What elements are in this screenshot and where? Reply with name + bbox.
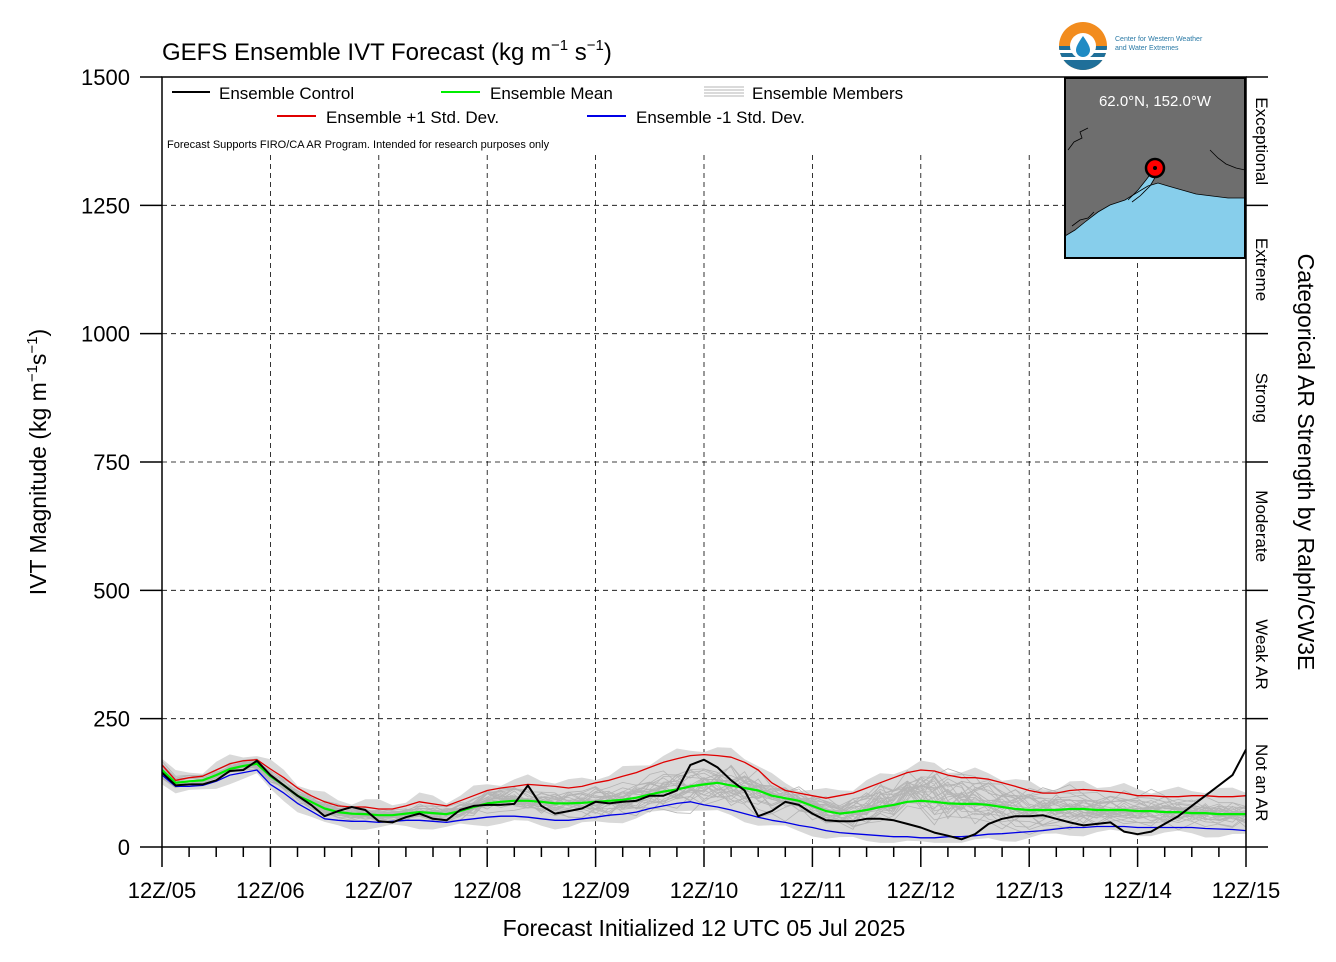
category-label: Exceptional xyxy=(1252,97,1271,185)
x-tick-label: 12Z/06 xyxy=(236,878,305,903)
right-axis-label: Categorical AR Strength by Ralph/CW3E xyxy=(1293,254,1319,671)
x-tick-label: 12Z/08 xyxy=(453,878,522,903)
ensemble-member-line xyxy=(162,758,1246,822)
location-inset-map: 62.0°N, 152.0°W xyxy=(1064,77,1246,259)
series-line-mean xyxy=(162,762,1246,817)
y-tick-label: 0 xyxy=(118,835,130,860)
legend: Ensemble Control Ensemble Mean Ensemble … xyxy=(167,84,903,151)
category-label: Weak AR xyxy=(1252,619,1271,690)
x-tick-label: 12Z/13 xyxy=(995,878,1064,903)
legend-label-control: Ensemble Control xyxy=(219,84,354,103)
x-tick-label: 12Z/10 xyxy=(670,878,739,903)
y-axis-label: IVT Magnitude (kg m−1s−1) xyxy=(24,329,51,595)
y-tick-label: 750 xyxy=(93,450,130,475)
x-tick-label: 12Z/14 xyxy=(1103,878,1172,903)
x-tick-label: 12Z/12 xyxy=(887,878,956,903)
x-tick-label: 12Z/09 xyxy=(561,878,630,903)
legend-label-mean: Ensemble Mean xyxy=(490,84,613,103)
series-line-control xyxy=(162,749,1246,841)
ensemble-member-line xyxy=(162,764,1246,824)
legend-label-members: Ensemble Members xyxy=(752,84,903,103)
legend-label-plus: Ensemble +1 Std. Dev. xyxy=(326,108,499,127)
ar-category-axis: Not an AR Weak AR Moderate Strong Extreme Exc… xyxy=(1246,76,1271,848)
y-tick-label: 1000 xyxy=(81,322,130,347)
x-tick-label: 12Z/15 xyxy=(1212,878,1281,903)
ensemble-member-line xyxy=(162,762,1246,822)
y-tick-label: 1500 xyxy=(81,65,130,90)
x-axis: 12Z/05 12Z/06 12Z/07 12Z/08 12Z/09 12Z/10 12Z/… xyxy=(128,847,1281,903)
category-label: Not an AR xyxy=(1252,744,1271,822)
cw3e-logo-text-line2: and Water Extremes xyxy=(1115,45,1179,52)
legend-swatch-members xyxy=(704,86,744,97)
x-tick-label: 12Z/07 xyxy=(345,878,414,903)
category-label: Extreme xyxy=(1252,238,1271,301)
inset-map-location-label: 62.0°N, 152.0°W xyxy=(1099,93,1212,110)
category-label: Strong xyxy=(1252,373,1271,423)
x-tick-label: 12Z/05 xyxy=(128,878,197,903)
y-tick-label: 1250 xyxy=(81,193,130,218)
y-tick-label: 250 xyxy=(93,707,130,732)
legend-label-minus: Ensemble -1 Std. Dev. xyxy=(636,108,805,127)
y-axis: 0 250 500 750 1000 1250 1500 xyxy=(81,65,162,860)
series-line-minus xyxy=(162,769,1246,839)
y-tick-label: 500 xyxy=(93,578,130,603)
x-tick-label: 12Z/11 xyxy=(779,878,846,903)
ensemble-series xyxy=(162,749,1246,841)
disclaimer-text: Forecast Supports FIRO/CA AR Program. In… xyxy=(167,139,550,151)
cw3e-logo-text-line1: Center for Western Weather xyxy=(1115,36,1203,43)
grid-lines xyxy=(162,155,1246,847)
cw3e-logo: Center for Western Weather and Water Ext… xyxy=(1059,22,1203,70)
ensemble-member-line xyxy=(162,766,1246,821)
chart-title: GEFS Ensemble IVT Forecast (kg m−1 s−1) xyxy=(162,37,612,66)
inset-map-inlet xyxy=(1128,172,1156,202)
category-label: Moderate xyxy=(1252,490,1271,562)
x-axis-label: Forecast Initialized 12 UTC 05 Jul 2025 xyxy=(503,915,906,941)
inset-map-ocean xyxy=(1065,183,1245,258)
series-line-plus xyxy=(162,753,1246,810)
